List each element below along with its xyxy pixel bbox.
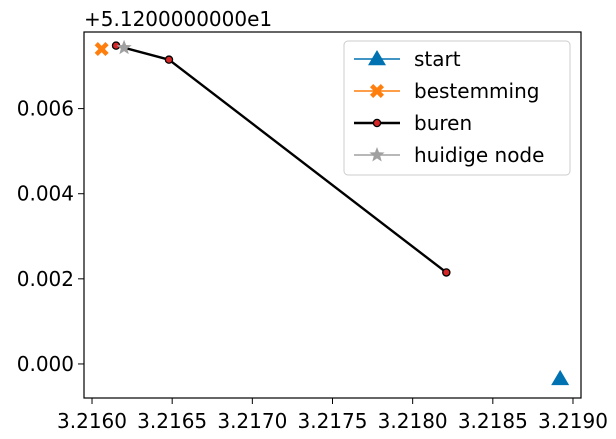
y-tick-label: 0.000 xyxy=(17,352,74,376)
y-tick-label: 0.004 xyxy=(17,182,74,206)
y-axis-offset-label: +5.1200000000e1 xyxy=(84,7,272,31)
legend-marker-bestemming xyxy=(370,84,384,98)
y-tick-label: 0.002 xyxy=(17,267,74,291)
axes: 3.2160 3.2165 3.2170 3.2175 3.2180 3.2185 3.21… xyxy=(17,31,608,433)
legend-label: buren xyxy=(414,111,472,135)
legend-label: bestemming xyxy=(414,79,539,103)
data-point-bestemming xyxy=(94,42,109,57)
legend-label: huidige node xyxy=(414,143,544,167)
y-tick-label: 0.006 xyxy=(17,97,74,121)
legend-label: start xyxy=(414,47,461,71)
legend-box xyxy=(343,40,571,176)
data-point-buren xyxy=(164,55,174,64)
legend-marker-buren xyxy=(372,118,382,128)
x-tick-label: 3.2180 xyxy=(378,409,448,433)
legend: start bestemming buren huidige node xyxy=(343,40,571,176)
plot-area xyxy=(94,39,570,386)
data-point-huidige-node xyxy=(116,39,132,55)
x-tick-label: 3.2175 xyxy=(298,409,368,433)
legend-marker-start xyxy=(368,50,386,66)
data-point-buren xyxy=(442,268,451,277)
data-point-start xyxy=(551,369,570,386)
legend-marker-huidige-node xyxy=(369,147,385,162)
x-tick-label: 3.2170 xyxy=(217,409,287,433)
x-tick-label: 3.2165 xyxy=(137,409,207,433)
x-tick-label: 3.2190 xyxy=(538,409,608,433)
x-tick-label: 3.2185 xyxy=(458,409,528,433)
x-tick-label: 3.2160 xyxy=(57,409,127,433)
